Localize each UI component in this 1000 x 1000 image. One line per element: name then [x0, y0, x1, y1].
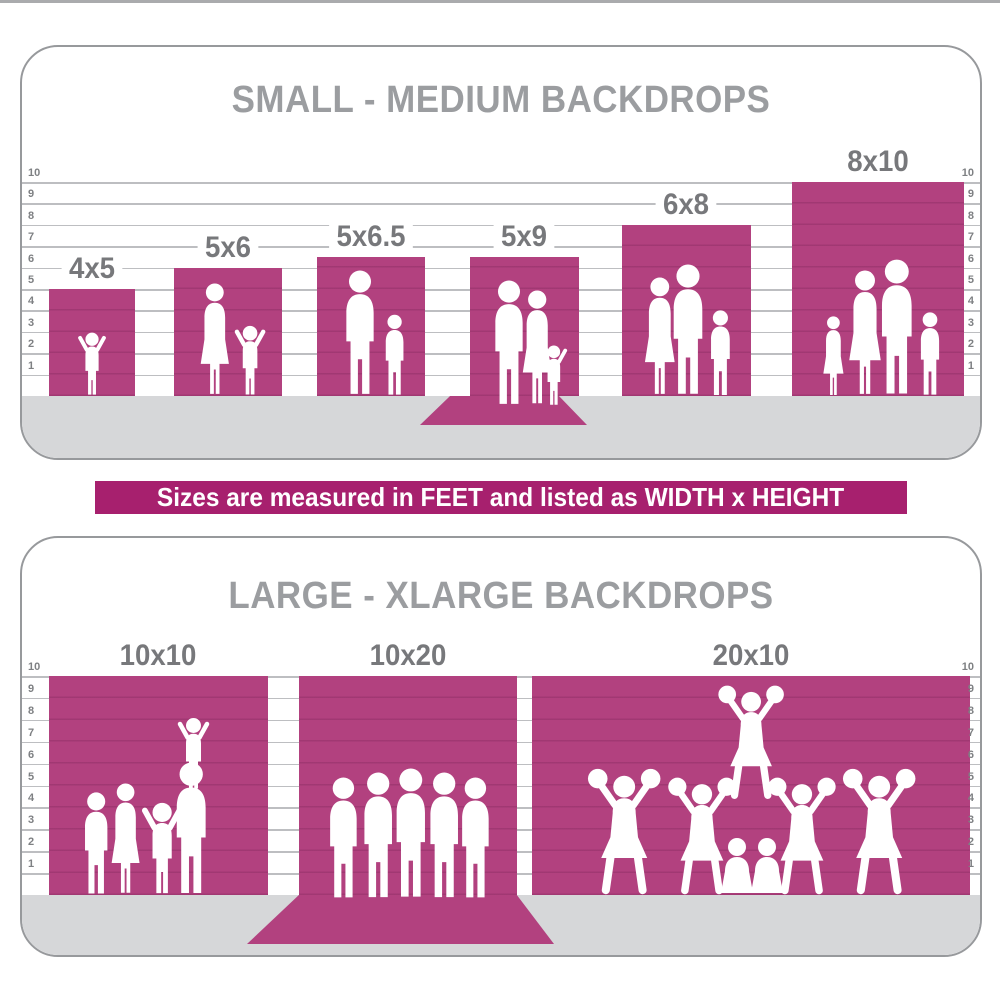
couple-with-child-silhouette [495, 280, 568, 407]
size-label-6x8: 6x8 [655, 189, 717, 221]
father-with-son-silhouette [346, 270, 404, 395]
cheerleader-squad-silhouette [532, 676, 970, 895]
scale-left-4: 4 [28, 792, 35, 805]
scale-right-2: 2 [967, 338, 974, 351]
scale-left-3: 3 [28, 316, 35, 329]
family-with-child-on-shoulders-silhouette [85, 676, 268, 895]
page-top-rule [0, 0, 1000, 3]
scale-right-10: 10 [961, 167, 974, 179]
scale-left-8: 8 [28, 704, 35, 717]
scale-right-1: 1 [967, 359, 974, 372]
scale-left-2: 2 [28, 836, 35, 849]
scale-right-1: 1 [967, 858, 974, 871]
scale-right-8: 8 [967, 704, 974, 717]
gridline-10ft [22, 182, 980, 184]
scale-right-3: 3 [967, 316, 974, 329]
small-medium-panel: SMALL - MEDIUM BACKDROPS [20, 45, 982, 460]
size-label-20x10: 20x10 [705, 640, 797, 672]
size-label-5x9: 5x9 [493, 221, 555, 253]
size-label-10x20: 10x20 [362, 640, 454, 672]
scale-right-4: 4 [967, 792, 974, 805]
scale-right-10: 10 [961, 661, 974, 673]
small-medium-title: SMALL - MEDIUM BACKDROPS [231, 79, 771, 122]
scale-left-10: 10 [28, 661, 41, 673]
scale-right-4: 4 [967, 295, 974, 308]
scale-right-6: 6 [967, 252, 974, 265]
floor-sweep-10x20 [247, 895, 554, 944]
size-label-5x6: 5x6 [197, 232, 259, 264]
scale-left-8: 8 [28, 209, 35, 222]
scale-right-5: 5 [967, 274, 974, 286]
scale-right-5: 5 [967, 770, 974, 783]
scale-right-9: 9 [967, 188, 974, 201]
family-of-four-silhouette [823, 259, 940, 396]
scale-right-6: 6 [967, 748, 974, 761]
scale-left-7: 7 [28, 231, 35, 244]
mother-with-waving-child-silhouette [200, 283, 282, 396]
scale-left-6: 6 [28, 748, 35, 761]
scale-left-9: 9 [28, 682, 35, 695]
units-banner: Sizes are measured in FEET and listed as… [95, 481, 907, 514]
scale-right-7: 7 [967, 231, 974, 244]
toddler-girl-silhouette [78, 330, 106, 397]
size-label-5x6.5: 5x6.5 [329, 221, 413, 253]
scale-right-7: 7 [967, 726, 974, 739]
scale-left-2: 2 [28, 338, 35, 351]
scale-left-1: 1 [28, 858, 35, 871]
size-label-8x10: 8x10 [839, 146, 917, 178]
scale-right-9: 9 [967, 682, 974, 695]
large-xlarge-title: LARGE - XLARGE BACKDROPS [228, 575, 774, 618]
scale-left-5: 5 [28, 274, 35, 286]
gridline-9ft [22, 203, 980, 205]
scale-right-3: 3 [967, 814, 974, 827]
large-xlarge-panel: LARGE - XLARGE BACKDROPS [20, 536, 982, 957]
scale-right-2: 2 [967, 836, 974, 849]
scale-left-10: 10 [28, 167, 41, 179]
scale-left-5: 5 [28, 770, 35, 783]
scale-left-4: 4 [28, 295, 35, 308]
scale-right-8: 8 [967, 209, 974, 222]
family-of-three-silhouette [644, 264, 730, 395]
size-label-4x5: 4x5 [61, 253, 123, 285]
scale-left-1: 1 [28, 359, 35, 372]
scale-left-6: 6 [28, 252, 35, 265]
scale-left-7: 7 [28, 726, 35, 739]
backdrop-bar-5x9 [470, 256, 579, 396]
size-label-10x10: 10x10 [112, 640, 204, 672]
scale-left-9: 9 [28, 188, 35, 201]
group-of-five-men-silhouette [330, 768, 489, 898]
units-banner-text: Sizes are measured in FEET and listed as… [157, 482, 845, 512]
scale-left-3: 3 [28, 814, 35, 827]
